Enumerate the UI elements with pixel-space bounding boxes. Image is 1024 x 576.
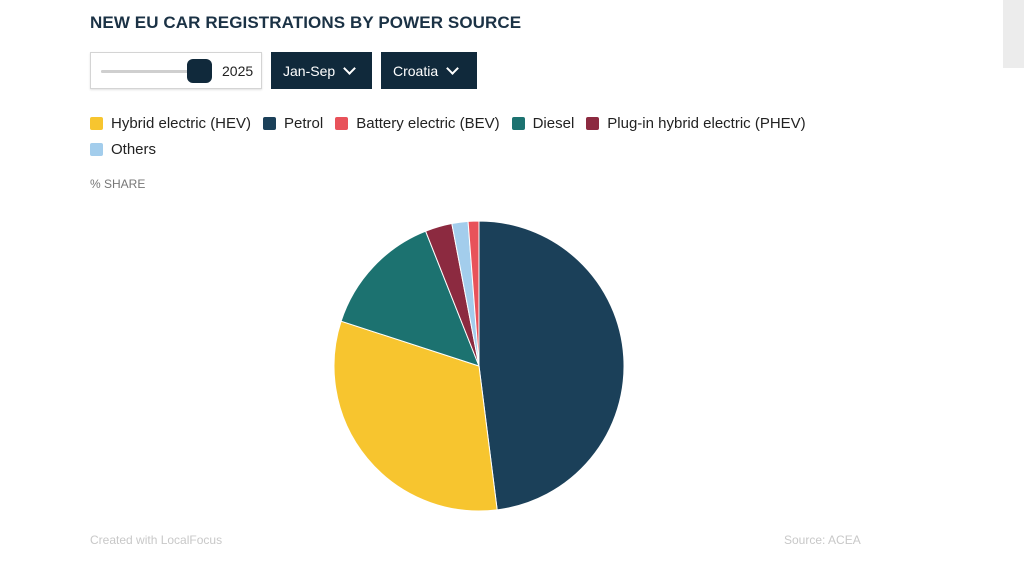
pie-slice-hybrid-electric[interactable]: [333, 320, 498, 512]
source-label: Source:: [784, 533, 826, 547]
legend-swatch: [90, 116, 103, 130]
country-dropdown[interactable]: Croatia: [381, 52, 477, 89]
legend-item-battery-electric[interactable]: Battery electric (BEV): [335, 114, 500, 132]
slider-value: 2025: [222, 63, 254, 79]
legend-swatch: [90, 142, 103, 156]
chart-title: NEW EU CAR REGISTRATIONS BY POWER SOURCE: [90, 13, 522, 32]
legend-item-petrol[interactable]: Petrol: [263, 114, 323, 132]
unit-label: % SHARE: [90, 177, 146, 191]
source-text: Source: ACEA: [784, 533, 861, 547]
slider-track[interactable]: [101, 70, 211, 73]
legend-item-others[interactable]: Others: [90, 140, 156, 158]
pie-slice-battery-electric[interactable]: [467, 220, 480, 367]
legend-item-diesel[interactable]: Diesel: [511, 114, 575, 132]
scrollbar-track[interactable]: [1003, 0, 1024, 68]
credit-text: Created with LocalFocus: [90, 533, 223, 547]
legend-label: Others: [111, 140, 157, 158]
legend-label: Petrol: [284, 114, 324, 132]
pie-slice-petrol[interactable]: [478, 220, 625, 511]
slider-thumb[interactable]: [187, 59, 212, 83]
period-dropdown[interactable]: Jan-Sep: [271, 52, 372, 89]
legend-swatch: [335, 116, 349, 130]
legend-label: Battery electric (BEV): [356, 114, 500, 132]
legend-item-plug-in-hybrid-electric[interactable]: Plug-in hybrid electric (PHEV): [586, 114, 806, 132]
year-slider[interactable]: 2025: [90, 52, 262, 89]
country-dropdown-label: Croatia: [393, 62, 439, 79]
legend-label: Hybrid electric (HEV): [111, 114, 252, 132]
chart-legend: Hybrid electric (HEV) Petrol Battery elect…: [90, 114, 870, 158]
pie-slice-diesel[interactable]: [340, 230, 480, 367]
source-value: ACEA: [828, 533, 861, 547]
legend-label: Plug-in hybrid electric (PHEV): [607, 114, 806, 132]
legend-label: Diesel: [532, 114, 575, 132]
period-dropdown-label: Jan-Sep: [283, 62, 336, 79]
legend-item-hybrid-electric[interactable]: Hybrid electric (HEV): [90, 114, 251, 132]
legend-swatch: [511, 116, 525, 130]
slider-fill: [101, 70, 196, 73]
legend-swatch: [263, 116, 277, 130]
legend-swatch: [586, 116, 600, 130]
